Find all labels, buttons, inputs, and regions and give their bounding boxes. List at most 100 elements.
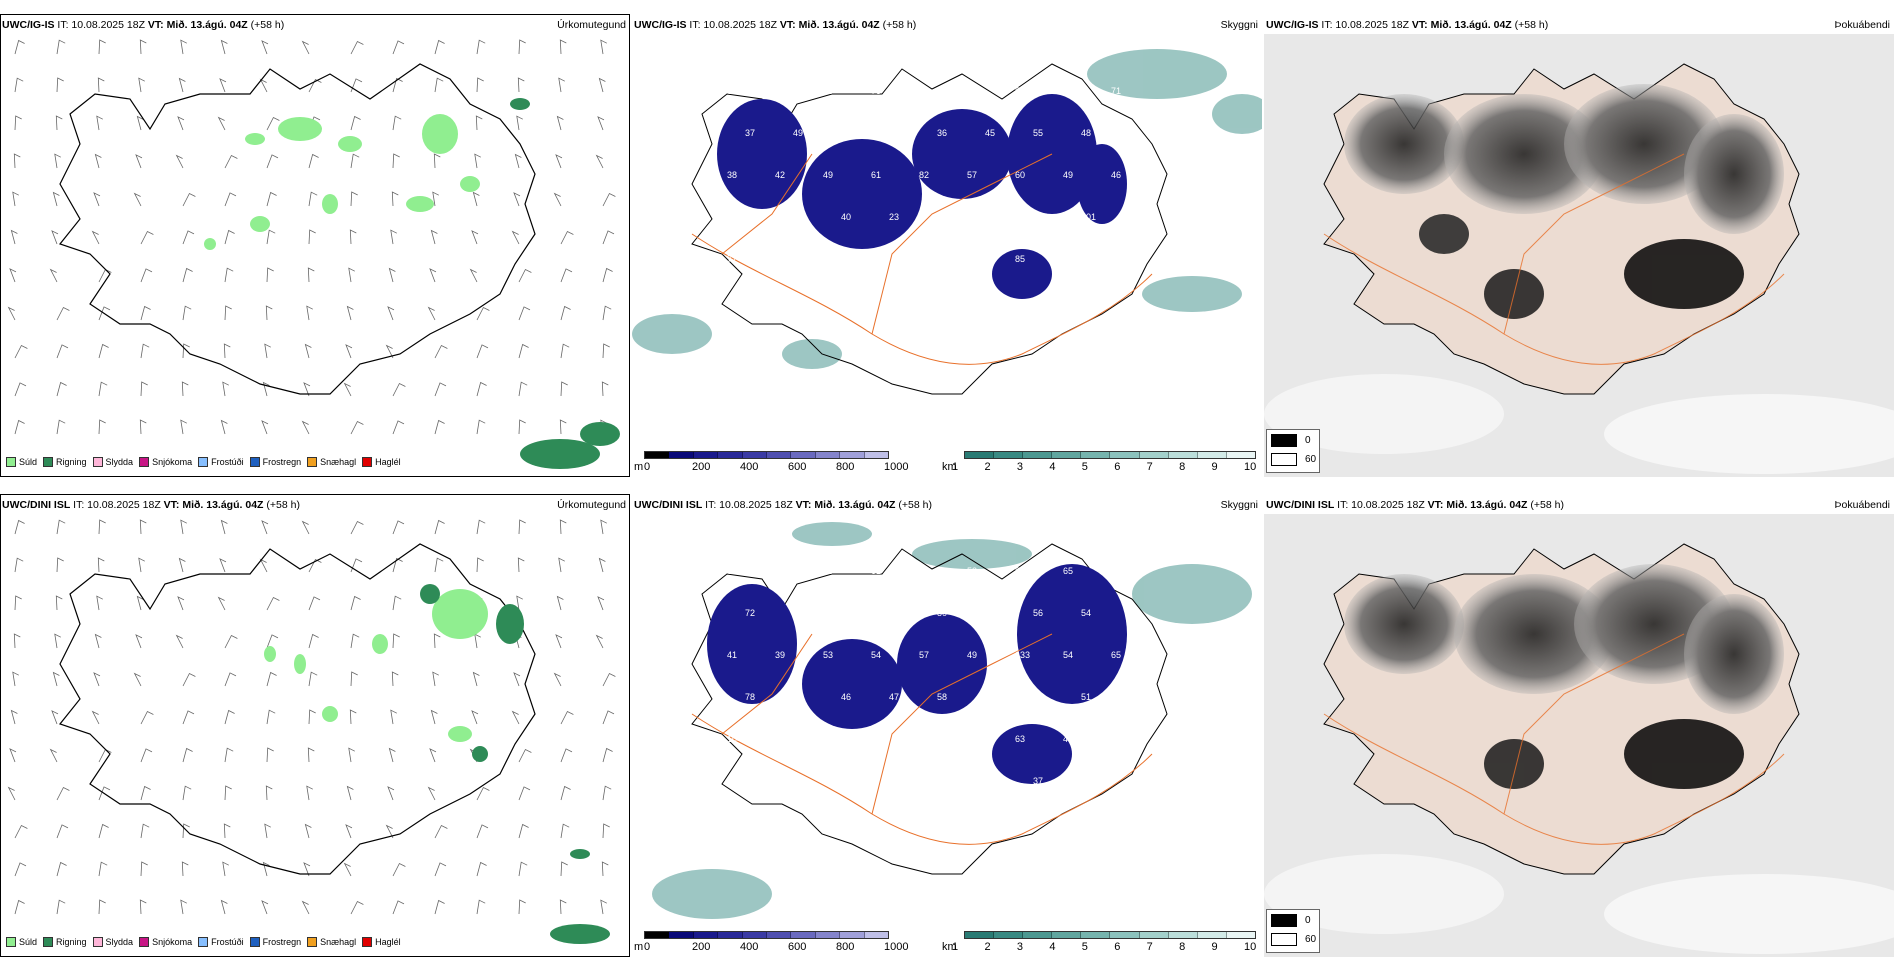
colorbar-segment xyxy=(1023,932,1053,938)
ceiling-value-label: 77 xyxy=(727,254,737,264)
wind-barb xyxy=(433,633,441,649)
wind-barb xyxy=(139,419,147,435)
wind-barb xyxy=(553,672,562,687)
panel-header: UWC/DINI ISL IT: 10.08.2025 18Z VT: Mið.… xyxy=(2,499,626,513)
cloud-map: 63 83 75 73 65 68 50 40 71 37 49 46 39 36 45 55 48 40 38 42… xyxy=(632,34,1262,477)
panel-title: Þokuábendi xyxy=(1834,499,1890,511)
fog-legend-row: 60 xyxy=(1271,453,1316,466)
ceiling-value-label: 63 xyxy=(727,86,737,96)
wind-barb xyxy=(560,823,570,839)
legend-label: Frostregn xyxy=(262,457,302,467)
wind-barb xyxy=(52,191,60,207)
wind-barb xyxy=(391,191,399,207)
colorbar-segment xyxy=(791,452,816,458)
wind-barb xyxy=(224,634,238,649)
ceiling-value-label: 41 xyxy=(727,650,737,660)
precip-legend-item: Snjókoma xyxy=(139,937,192,947)
ceiling-value-label: 61 xyxy=(871,170,881,180)
ceiling-value-label: 67 xyxy=(727,566,737,576)
wind-barb xyxy=(91,230,100,245)
wind-barb xyxy=(392,420,405,435)
colorbar-segment xyxy=(767,932,792,938)
drizzle-areas xyxy=(204,114,480,250)
ceiling-value-label: 48 xyxy=(1081,128,1091,138)
lead-time: (+58 h) xyxy=(898,499,932,511)
ceiling-value-label: 66 xyxy=(1129,296,1139,306)
wind-barb xyxy=(308,78,322,93)
wind-barb xyxy=(476,344,489,359)
colorbar-segment xyxy=(767,452,792,458)
ceiling-value-label: 80 xyxy=(1015,566,1025,576)
ceiling-value-label: 54 xyxy=(871,650,881,660)
fog-map-svg xyxy=(1264,514,1894,957)
ceiling-value-label: 57 xyxy=(919,650,929,660)
wind-barb xyxy=(51,710,59,725)
wind-barb xyxy=(266,747,274,763)
wind-barb xyxy=(308,229,316,245)
wind-barb xyxy=(597,596,605,611)
wind-barb xyxy=(139,519,147,535)
wind-barb xyxy=(304,343,312,359)
ceiling-value-label: 46 xyxy=(1111,170,1121,180)
ceiling-value-label: 72 xyxy=(745,608,755,618)
legend-swatch xyxy=(92,937,103,947)
wind-barb xyxy=(181,861,189,877)
precip-legend-item: Súld xyxy=(6,457,37,467)
wind-barb xyxy=(385,344,394,359)
wind-barb xyxy=(434,557,444,573)
colorbar-segment xyxy=(1197,452,1227,458)
wind-barb xyxy=(140,343,150,359)
wind-barb xyxy=(180,899,187,915)
wind-barb xyxy=(301,40,310,55)
colorbar-tick: 600 xyxy=(788,461,807,473)
ceiling-value-label: 245 xyxy=(889,776,904,786)
ceiling-value-label: 21 xyxy=(793,296,803,306)
lead-time: (+58 h) xyxy=(250,19,285,31)
wind-barb xyxy=(597,116,605,131)
fog-map xyxy=(1264,34,1894,477)
panel-header: UWC/IG-IS IT: 10.08.2025 18Z VT: Mið. 13… xyxy=(634,19,1258,33)
wind-barb xyxy=(472,671,480,687)
ceiling-value-label: 65 xyxy=(1063,566,1073,576)
wind-barb xyxy=(56,786,70,801)
colorbar-segment xyxy=(840,932,865,938)
precip-legend-item: Snæhagl xyxy=(307,937,356,947)
wind-barb xyxy=(600,519,607,535)
wind-barb xyxy=(56,824,69,839)
wind-barbs xyxy=(7,39,616,435)
ceiling-value-label: 40 xyxy=(1063,86,1073,96)
valid-time: VT: Mið. 13.ágú. 04Z xyxy=(779,19,880,31)
wind-barb xyxy=(308,153,319,169)
wind-barb xyxy=(14,344,28,359)
wind-barb xyxy=(433,153,441,169)
colorbar-tick: 2 xyxy=(984,941,991,953)
rain-areas xyxy=(510,98,620,469)
wind-barb xyxy=(265,785,273,801)
valid-time: VT: Mið. 13.ágú. 04Z xyxy=(163,499,264,511)
wind-barb xyxy=(304,823,312,839)
ceiling-value-label: 65 xyxy=(919,86,929,96)
wind-barb xyxy=(139,899,147,915)
wind-barb xyxy=(54,633,61,649)
legend-swatch xyxy=(249,937,260,947)
wind-barb xyxy=(54,153,61,169)
wind-barb xyxy=(471,710,479,725)
ceiling-value-label: 519 xyxy=(937,776,952,786)
wind-barb xyxy=(602,267,613,283)
fog-legend-swatch xyxy=(1271,434,1297,447)
wind-barb xyxy=(474,633,481,649)
wind-barb xyxy=(266,709,276,725)
wind-barb xyxy=(266,191,277,207)
model-name: UWC/DINI ISL xyxy=(634,499,703,511)
valid-time: VT: Mið. 13.ágú. 04Z xyxy=(795,499,896,511)
wind-barb xyxy=(264,343,271,359)
wind-barb xyxy=(392,115,402,131)
colorbar-tick: 10 xyxy=(1244,461,1257,473)
colorbar-segment xyxy=(840,452,865,458)
wind-barb xyxy=(180,39,187,55)
ceiling-value-label: 80 xyxy=(937,608,947,618)
legend-label: Rigning xyxy=(56,457,87,467)
ceiling-labels: 63 83 75 73 65 68 50 40 71 37 49 46 39 36 45 55 48 40 38 42… xyxy=(727,86,1139,306)
wind-barb xyxy=(135,154,143,169)
wind-barb xyxy=(9,268,17,283)
